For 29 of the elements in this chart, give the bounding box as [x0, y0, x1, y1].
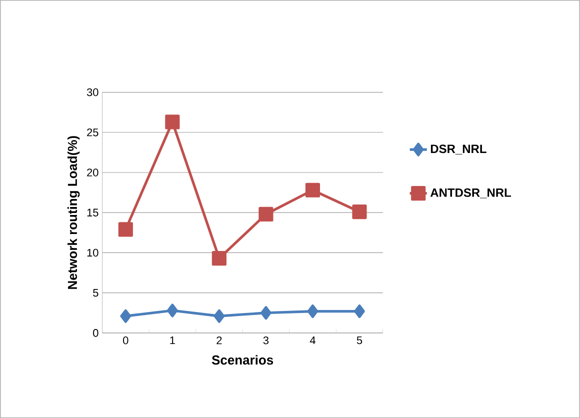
point — [307, 304, 318, 318]
point — [260, 306, 272, 320]
point — [212, 250, 226, 266]
x-tick-label: 5 — [356, 336, 362, 344]
x-tick-label: 0 — [123, 336, 128, 344]
x-tick-label: 1 — [170, 336, 175, 344]
y-tick-label: 10 — [87, 248, 98, 256]
point — [352, 204, 367, 219]
y-axis-title: Network routing Load(%) — [67, 136, 80, 289]
y-tick-label: 20 — [87, 168, 98, 176]
y-tick-label: 5 — [93, 288, 98, 297]
x-tick-label: 2 — [216, 336, 222, 344]
y-tick-label: 15 — [87, 208, 98, 216]
point — [165, 114, 180, 130]
y-tick-label: 0 — [93, 328, 98, 337]
point — [258, 206, 274, 222]
point — [120, 309, 132, 323]
legend-label: ANTDSR_NRL — [430, 188, 511, 198]
point — [118, 222, 133, 237]
x-axis-title: Scenarios — [212, 354, 274, 365]
x-tick-label: 4 — [310, 336, 316, 344]
y-tick-label: 30 — [86, 88, 98, 96]
point — [166, 304, 178, 318]
point — [354, 304, 365, 318]
point — [305, 182, 320, 198]
legend-label: DSR_NRL — [430, 144, 486, 154]
point — [214, 309, 225, 323]
y-tick-label: 25 — [87, 128, 98, 136]
x-tick-label: 3 — [263, 336, 269, 344]
